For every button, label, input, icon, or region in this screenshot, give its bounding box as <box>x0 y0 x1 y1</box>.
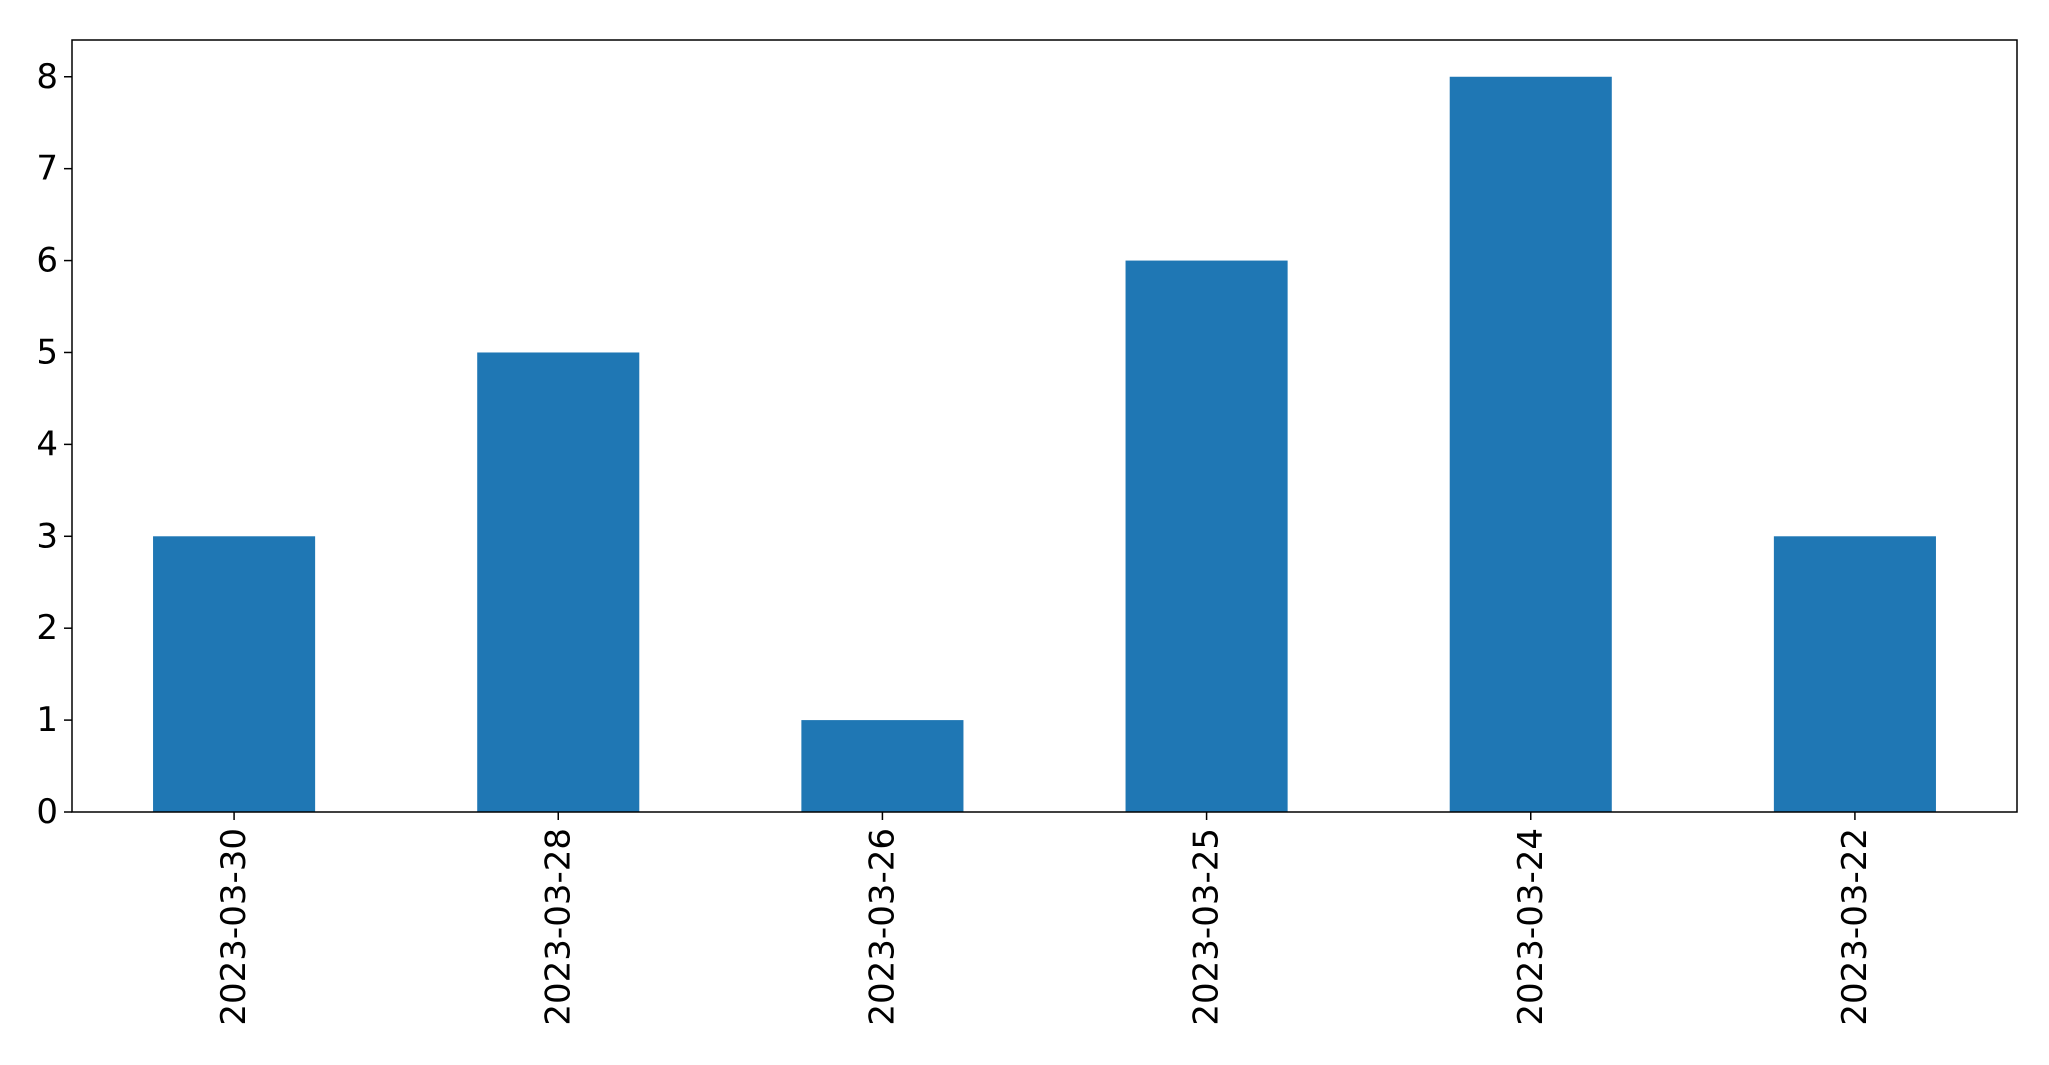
y-axis: 0 1 2 3 4 5 6 7 8 <box>36 57 72 832</box>
y-tick-label: 8 <box>36 57 58 97</box>
bars-layer <box>153 76 1936 813</box>
bar-2023-03-30 <box>153 536 316 812</box>
x-tick-label: 2023-03-28 <box>538 828 578 1026</box>
y-tick-label: 6 <box>36 241 58 281</box>
plot-frame <box>71 39 2018 813</box>
y-tick-label: 2 <box>36 608 58 648</box>
y-tick-label: 3 <box>36 516 58 556</box>
y-tick-label: 5 <box>36 332 58 372</box>
x-tick-label: 2023-03-30 <box>214 828 254 1026</box>
bar-2023-03-26 <box>801 720 964 812</box>
y-tick-label: 0 <box>36 792 58 832</box>
bar-2023-03-24 <box>1449 76 1612 812</box>
x-axis: 2023-03-30 2023-03-28 2023-03-26 2023-03-25… <box>214 812 1875 1026</box>
x-tick-label: 2023-03-25 <box>1187 828 1227 1026</box>
x-tick-label: 2023-03-24 <box>1511 828 1551 1026</box>
y-tick-label: 4 <box>36 424 58 464</box>
x-tick-label: 2023-03-26 <box>862 828 902 1026</box>
bar-2023-03-28 <box>477 352 640 812</box>
y-tick-label: 7 <box>36 149 58 189</box>
bar-2023-03-22 <box>1773 536 1936 812</box>
y-tick-label: 1 <box>36 700 58 740</box>
x-tick-label: 2023-03-22 <box>1835 828 1875 1026</box>
bar-2023-03-25 <box>1125 260 1288 813</box>
